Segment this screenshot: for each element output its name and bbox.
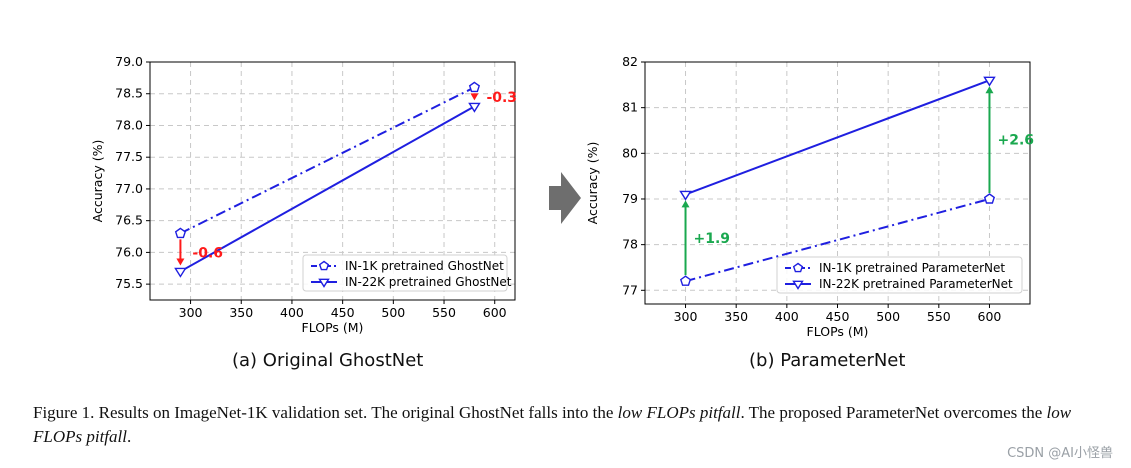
legend-marker — [792, 280, 804, 290]
x-tick-label: 550 — [927, 309, 951, 324]
caption-part: Figure 1. Results on ImageNet-1K validat… — [33, 403, 618, 422]
x-tick-label: 550 — [432, 305, 456, 320]
y-tick-label: 75.5 — [115, 276, 143, 291]
series-line — [685, 198, 990, 283]
legend-label: IN-22K pretrained GhostNet — [345, 275, 512, 289]
y-tick-label: 77.5 — [115, 149, 143, 164]
y-tick-label: 79.0 — [115, 54, 143, 69]
plot-frame — [149, 61, 516, 301]
annotation-label: -0.6 — [192, 245, 223, 261]
annotation-arrow-head — [985, 86, 994, 94]
series-marker — [983, 193, 996, 204]
transition-arrow-icon — [549, 172, 581, 224]
legend-box — [776, 256, 1023, 294]
x-axis-title: FLOPs (M) — [807, 324, 869, 339]
caption-part: . — [126, 427, 132, 446]
legend-box — [302, 254, 508, 292]
y-tick-label: 82 — [622, 54, 638, 69]
x-tick-label: 300 — [674, 309, 698, 324]
annotation-arrow-head — [470, 93, 479, 101]
series-marker — [174, 227, 187, 239]
x-tick-label: 300 — [179, 305, 203, 320]
series-line — [685, 79, 990, 196]
x-axis-title: FLOPs (M) — [302, 320, 364, 335]
subcaption-a: (a) Original GhostNet — [232, 350, 424, 371]
figure-caption: Figure 1. Results on ImageNet-1K validat… — [33, 401, 1103, 449]
y-axis-title: Accuracy (%) — [585, 142, 600, 225]
annotation-arrow-head — [176, 258, 185, 266]
caption-part: . The proposed ParameterNet overcomes th… — [740, 403, 1047, 422]
caption-emphasis: low FLOPs pitfall — [33, 403, 1072, 446]
x-tick-label: 350 — [724, 309, 748, 324]
x-tick-label: 500 — [876, 309, 900, 324]
y-tick-label: 78 — [622, 237, 638, 252]
series-marker — [679, 190, 692, 201]
annotation-label: +1.9 — [694, 231, 731, 247]
x-tick-label: 400 — [280, 305, 304, 320]
y-tick-label: 77 — [622, 282, 638, 297]
x-tick-label: 600 — [483, 305, 507, 320]
annotation-label: +2.6 — [997, 133, 1034, 149]
series-marker — [983, 76, 996, 87]
annotation-label: -0.3 — [486, 90, 517, 106]
x-tick-label: 400 — [775, 309, 799, 324]
y-tick-label: 81 — [622, 100, 638, 115]
chart-a: 300 350 400 450 500 550 600 75.5 76.0 76.5 77.0 77.… — [90, 54, 517, 335]
y-tick-label: 76.0 — [115, 244, 143, 259]
series-marker — [174, 267, 187, 278]
y-tick-label: 76.5 — [115, 213, 143, 228]
y-tick-label: 78.5 — [115, 86, 143, 101]
legend-marker — [318, 278, 330, 288]
series-line — [179, 86, 475, 235]
legend-label: IN-22K pretrained ParameterNet — [819, 277, 1013, 291]
series-marker — [679, 275, 692, 286]
legend-label: IN-1K pretrained ParameterNet — [819, 261, 1005, 275]
y-tick-label: 79 — [622, 191, 638, 206]
watermark: CSDN @AI小怪兽 — [1007, 446, 1113, 461]
y-tick-label: 78.0 — [115, 117, 143, 132]
x-tick-label: 350 — [229, 305, 253, 320]
x-tick-label: 450 — [331, 305, 355, 320]
legend-label: IN-1K pretrained GhostNet — [345, 259, 504, 273]
y-tick-label: 80 — [622, 145, 638, 160]
chart-b: 300 350 400 450 500 550 600 77 78 79 80 81 82 FLOPs (… — [585, 54, 1034, 339]
series-marker — [468, 102, 481, 113]
x-tick-label: 600 — [978, 309, 1002, 324]
y-axis-title: Accuracy (%) — [90, 140, 105, 223]
y-tick-label: 77.0 — [115, 181, 143, 196]
annotation-arrow-head — [681, 200, 690, 208]
series-line — [179, 105, 475, 273]
x-tick-label: 500 — [381, 305, 405, 320]
legend-marker — [318, 260, 330, 271]
caption-emphasis: low FLOPs pitfall — [617, 403, 741, 422]
series-marker — [468, 81, 481, 93]
legend-marker — [792, 262, 804, 273]
x-tick-label: 450 — [826, 309, 850, 324]
subcaption-b: (b) ParameterNet — [749, 350, 906, 371]
